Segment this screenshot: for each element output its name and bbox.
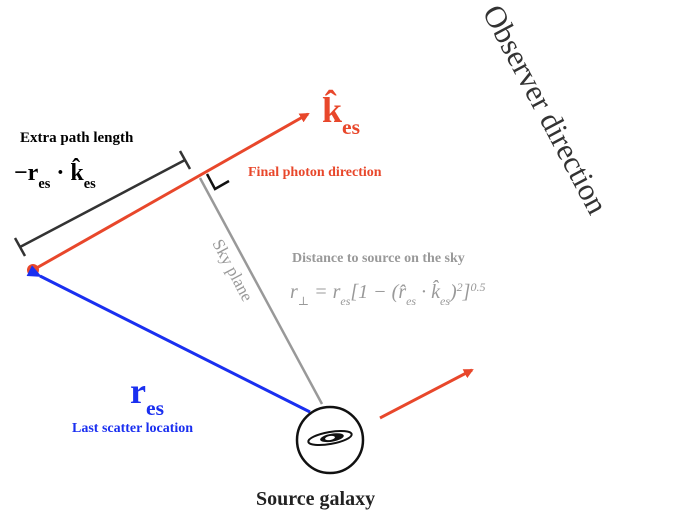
distance-title: Distance to source on the sky — [292, 251, 465, 266]
formula-base: ) — [449, 281, 457, 303]
formula-base: −r — [14, 160, 39, 186]
formula-base: ] — [462, 281, 471, 303]
observer-label: Observer direction — [476, 0, 616, 220]
formula-sub: ⊥ — [298, 294, 309, 308]
formula-sup: 2 — [457, 280, 463, 294]
observer-arrow — [379, 368, 474, 420]
last-scatter-label: Last scatter location — [72, 421, 193, 436]
extra-path-title: Extra path length — [20, 130, 134, 146]
formula-sub: es — [38, 176, 50, 192]
formula-base: · k̂ — [416, 279, 441, 303]
sky-plane-line — [198, 177, 324, 405]
formula-sub: es — [406, 294, 416, 308]
formula-base: r — [290, 281, 298, 303]
path-length-bracket — [13, 150, 192, 257]
right-angle — [205, 173, 230, 191]
formula-sub: es — [340, 294, 350, 308]
k-label: k̂es — [322, 89, 360, 139]
formula-sub: es — [84, 176, 96, 192]
source-label: Source galaxy — [256, 488, 375, 510]
extra-path-formula: −res · k̂es — [14, 158, 96, 192]
formula-sub: es — [342, 115, 360, 139]
formula-sub: es — [146, 396, 164, 420]
r-label: res — [130, 371, 164, 420]
photon-direction — [32, 112, 310, 272]
formula-base: = r — [309, 281, 340, 303]
formula-sub: es — [440, 294, 450, 308]
final-photon-label: Final photon direction — [248, 165, 382, 180]
scatter-vector — [26, 265, 311, 414]
formula-base: r — [130, 371, 146, 411]
galaxy-icon — [307, 429, 353, 447]
formula-base: · k̂ — [50, 158, 84, 186]
formula-sup: 0.5 — [470, 280, 485, 294]
formula-base: k̂ — [322, 89, 342, 130]
distance-formula: r⊥ = res[1 − (r̂es · k̂es)2]0.5 — [290, 279, 485, 308]
formula-base: [1 − (r̂ — [350, 281, 406, 303]
scatter-point — [27, 264, 39, 276]
